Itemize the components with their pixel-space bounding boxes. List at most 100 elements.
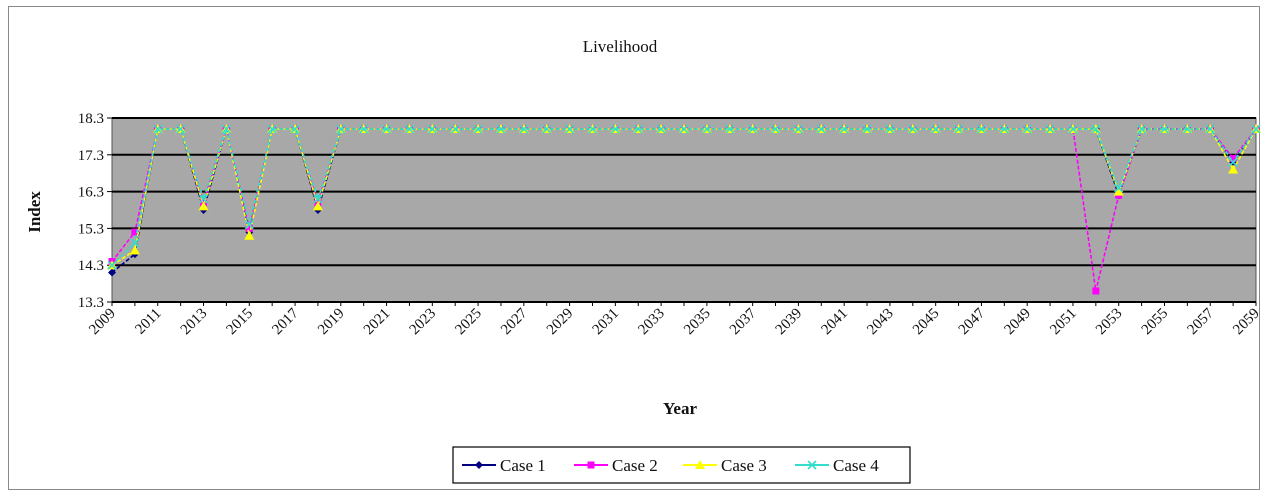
- data-point: [679, 124, 689, 134]
- legend: Case 1 Case 2 Case 3 Case 4: [452, 446, 911, 484]
- data-point: [404, 124, 415, 134]
- data-point: [359, 124, 369, 134]
- data-point: [153, 124, 163, 134]
- data-point: [931, 124, 941, 134]
- data-point: [244, 220, 254, 230]
- data-point: [565, 124, 575, 134]
- data-point: [1092, 287, 1100, 295]
- legend-label: Case 4: [833, 456, 879, 475]
- data-point: [542, 124, 552, 134]
- data-point: [633, 124, 643, 134]
- data-point: [1114, 183, 1124, 193]
- data-point: [1068, 124, 1078, 134]
- data-point: [1045, 124, 1055, 134]
- x-tick-label: 2011: [132, 306, 164, 338]
- x-tick-label: 2021: [361, 306, 394, 339]
- data-point: [1113, 186, 1124, 196]
- series-4: [107, 124, 1261, 270]
- data-point: [313, 194, 323, 204]
- legend-label: Case 3: [721, 456, 767, 475]
- data-point: [587, 461, 595, 469]
- data-point: [908, 124, 918, 134]
- legend-box: [452, 446, 911, 484]
- legend-item: Case 4: [795, 456, 879, 475]
- data-point: [130, 238, 140, 248]
- x-tick-label: 2031: [590, 306, 623, 339]
- x-tick-label: 2045: [910, 306, 943, 339]
- x-tick-label: 2015: [224, 306, 257, 339]
- data-point: [862, 124, 872, 134]
- x-tick-label: 2017: [269, 305, 302, 338]
- x-tick-label: 2039: [773, 306, 806, 339]
- y-tick-label: 18.3: [78, 111, 104, 127]
- data-point: [1205, 124, 1215, 134]
- data-point: [198, 194, 209, 204]
- data-point: [656, 124, 666, 134]
- x-tick-label: 2035: [681, 306, 714, 339]
- data-point: [1091, 124, 1101, 134]
- legend-item: Case 3: [683, 456, 767, 475]
- x-tick-label: 2025: [452, 306, 485, 339]
- data-point: [1229, 154, 1237, 162]
- x-tick-label: 2055: [1139, 306, 1172, 339]
- data-point: [793, 124, 803, 134]
- data-point: [107, 260, 117, 270]
- data-point: [336, 124, 346, 134]
- x-tick-label: 2033: [635, 306, 668, 339]
- x-tick-label: 2043: [864, 306, 897, 339]
- data-point: [427, 124, 437, 134]
- data-point: [450, 124, 460, 134]
- legend-label: Case 2: [612, 456, 658, 475]
- chart-title: Livelihood: [583, 37, 658, 56]
- legend-item: Case 1: [462, 456, 546, 475]
- data-point: [496, 124, 506, 134]
- series-layer: [107, 124, 1261, 295]
- x-tick-label: 2037: [727, 305, 760, 338]
- data-point: [1228, 157, 1238, 167]
- data-point: [244, 230, 255, 240]
- plot-area: [111, 117, 1257, 303]
- data-point: [695, 460, 705, 469]
- x-tick-label: 2051: [1047, 306, 1080, 339]
- data-point: [999, 124, 1009, 134]
- data-point: [312, 201, 323, 211]
- data-point: [839, 124, 849, 134]
- data-point: [1022, 124, 1032, 134]
- data-point: [198, 201, 209, 211]
- data-point: [129, 245, 140, 255]
- x-axis-label: Year: [663, 399, 697, 418]
- data-point: [1251, 124, 1261, 134]
- data-point: [290, 124, 300, 134]
- x-tick-label: 2057: [1185, 305, 1218, 338]
- y-axis-label: Index: [25, 191, 44, 233]
- y-tick-label: 16.3: [78, 185, 104, 201]
- x-axis-ticks: 2009 2011 2013 2015 2017 2019 2021 2023 2025 2027…: [86, 302, 1263, 338]
- data-point: [475, 461, 483, 469]
- data-point: [108, 268, 116, 277]
- y-tick-label: 17.3: [78, 148, 104, 164]
- y-tick-label: 15.3: [78, 221, 104, 237]
- data-point: [748, 124, 758, 134]
- x-tick-label: 2059: [1230, 306, 1263, 339]
- data-point: [131, 228, 139, 236]
- data-point: [221, 124, 231, 134]
- data-point: [1137, 124, 1147, 134]
- data-point: [267, 124, 277, 134]
- x-tick-label: 2019: [315, 306, 348, 339]
- data-point: [816, 124, 826, 134]
- x-tick-label: 2029: [544, 306, 577, 339]
- data-point: [1182, 124, 1192, 134]
- data-point: [519, 124, 529, 134]
- data-point: [807, 460, 817, 470]
- x-tick-label: 2013: [178, 306, 211, 339]
- data-point: [725, 124, 735, 134]
- data-point: [885, 124, 895, 134]
- x-tick-label: 2023: [407, 306, 440, 339]
- data-point: [473, 124, 483, 134]
- data-point: [702, 124, 712, 134]
- x-tick-label: 2053: [1093, 306, 1126, 339]
- y-tick-label: 14.3: [78, 258, 104, 274]
- x-tick-label: 2027: [498, 305, 531, 338]
- data-point: [245, 224, 253, 232]
